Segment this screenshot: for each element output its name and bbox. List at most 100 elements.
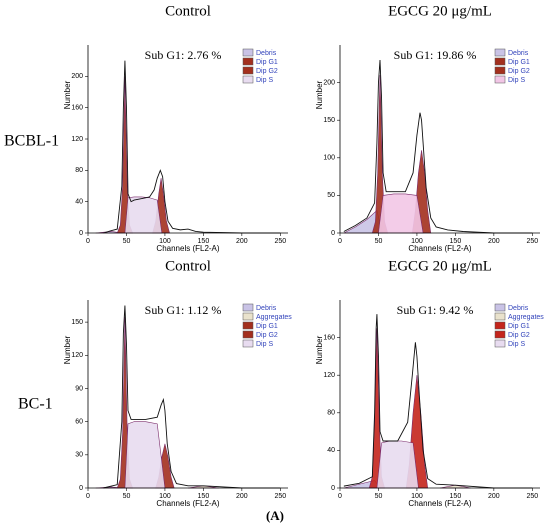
y-axis-label: Number bbox=[315, 80, 324, 109]
legend-label: Dip G1 bbox=[256, 323, 278, 330]
legend-swatch bbox=[242, 321, 254, 330]
legend-swatch bbox=[494, 75, 506, 84]
legend-swatch bbox=[242, 48, 254, 57]
legend-label: Dip S bbox=[256, 341, 273, 348]
chart-title: Control bbox=[165, 3, 211, 19]
x-tick-label: 250 bbox=[526, 238, 538, 245]
y-tick-label: 60 bbox=[75, 418, 83, 425]
x-tick-label: 50 bbox=[123, 238, 131, 245]
y-axis-label: Number bbox=[63, 335, 72, 364]
y-tick-label: 30 bbox=[75, 452, 83, 459]
chart-title: EGCG 20 μg/mL bbox=[388, 3, 492, 19]
legend-swatch bbox=[494, 66, 506, 75]
y-axis-label: Number bbox=[63, 80, 72, 109]
x-tick-label: 200 bbox=[488, 493, 500, 500]
legend-swatch bbox=[494, 303, 506, 312]
legend-label: Debris bbox=[508, 50, 529, 57]
histogram-outline bbox=[343, 314, 533, 489]
y-tick-label: 50 bbox=[327, 192, 335, 199]
y-tick-label: 0 bbox=[331, 230, 335, 237]
x-axis-label: Channels (FL2-A) bbox=[156, 244, 219, 253]
legend-label: Debris bbox=[508, 305, 529, 312]
legend-label: Dip S bbox=[508, 77, 525, 84]
x-tick-label: 150 bbox=[198, 493, 210, 500]
legend-label: Debris bbox=[256, 50, 277, 57]
y-tick-label: 80 bbox=[75, 167, 83, 174]
y-tick-label: 120 bbox=[323, 372, 335, 379]
y-tick-label: 0 bbox=[79, 230, 83, 237]
legend-swatch bbox=[494, 330, 506, 339]
component-area bbox=[124, 421, 166, 489]
annotation: Sub G1: 1.12 % bbox=[145, 303, 222, 317]
x-axis-label: Channels (FL2-A) bbox=[408, 499, 471, 508]
x-tick-label: 0 bbox=[86, 238, 90, 245]
x-tick-label: 150 bbox=[450, 493, 462, 500]
legend-swatch bbox=[242, 57, 254, 66]
x-tick-label: 150 bbox=[450, 238, 462, 245]
x-tick-label: 250 bbox=[274, 493, 286, 500]
legend-swatch bbox=[242, 303, 254, 312]
x-tick-label: 100 bbox=[411, 238, 423, 245]
legend-label: Dip G1 bbox=[508, 323, 530, 330]
y-axis-label: Number bbox=[315, 335, 324, 364]
legend-swatch bbox=[494, 312, 506, 321]
x-tick-label: 100 bbox=[159, 493, 171, 500]
annotation: Sub G1: 19.86 % bbox=[394, 48, 477, 62]
y-tick-label: 40 bbox=[327, 447, 335, 454]
y-tick-label: 120 bbox=[71, 352, 83, 359]
legend-swatch bbox=[242, 312, 254, 321]
chart-title: EGCG 20 μg/mL bbox=[388, 258, 492, 274]
legend-label: Dip G2 bbox=[508, 332, 530, 339]
component-area bbox=[376, 440, 419, 489]
legend-swatch bbox=[242, 330, 254, 339]
x-tick-label: 50 bbox=[375, 493, 383, 500]
y-tick-label: 200 bbox=[323, 79, 335, 86]
x-axis-label: Channels (FL2-A) bbox=[156, 499, 219, 508]
y-tick-label: 200 bbox=[71, 73, 83, 80]
x-tick-label: 200 bbox=[488, 238, 500, 245]
legend-swatch bbox=[494, 339, 506, 348]
x-tick-label: 250 bbox=[274, 238, 286, 245]
x-tick-label: 200 bbox=[236, 493, 248, 500]
legend-label: Dip S bbox=[256, 77, 273, 84]
y-tick-label: 90 bbox=[75, 385, 83, 392]
row-label: BCBL-1 bbox=[4, 133, 59, 150]
legend-swatch bbox=[242, 66, 254, 75]
y-tick-label: 150 bbox=[71, 319, 83, 326]
legend-swatch bbox=[494, 48, 506, 57]
row-label: BC-1 bbox=[18, 396, 53, 413]
x-tick-label: 50 bbox=[375, 238, 383, 245]
histogram-outline bbox=[343, 60, 533, 234]
annotation: Sub G1: 2.76 % bbox=[145, 48, 222, 62]
y-tick-label: 0 bbox=[331, 485, 335, 492]
legend-label: Dip G2 bbox=[256, 332, 278, 339]
legend-label: Debris bbox=[256, 305, 277, 312]
x-tick-label: 250 bbox=[526, 493, 538, 500]
legend-label: Dip G2 bbox=[508, 68, 530, 75]
component-area bbox=[378, 193, 424, 234]
x-tick-label: 0 bbox=[338, 238, 342, 245]
legend-swatch bbox=[494, 57, 506, 66]
annotation: Sub G1: 9.42 % bbox=[397, 303, 474, 317]
x-axis-label: Channels (FL2-A) bbox=[408, 244, 471, 253]
histogram-outline bbox=[103, 60, 281, 234]
caption: (A) bbox=[266, 508, 284, 523]
component-area bbox=[124, 196, 163, 234]
x-tick-label: 200 bbox=[236, 238, 248, 245]
x-tick-label: 0 bbox=[338, 493, 342, 500]
y-tick-label: 100 bbox=[323, 155, 335, 162]
legend-label: Dip G1 bbox=[256, 59, 278, 66]
x-tick-label: 100 bbox=[159, 238, 171, 245]
legend-swatch bbox=[242, 75, 254, 84]
x-tick-label: 100 bbox=[411, 493, 423, 500]
x-tick-label: 0 bbox=[86, 493, 90, 500]
y-tick-label: 160 bbox=[323, 334, 335, 341]
y-tick-label: 40 bbox=[75, 199, 83, 206]
y-tick-label: 150 bbox=[323, 117, 335, 124]
histogram-outline bbox=[103, 305, 281, 489]
y-tick-label: 120 bbox=[71, 136, 83, 143]
legend-swatch bbox=[242, 339, 254, 348]
legend-label: Dip G1 bbox=[508, 59, 530, 66]
legend-label: Aggregates bbox=[256, 314, 292, 321]
